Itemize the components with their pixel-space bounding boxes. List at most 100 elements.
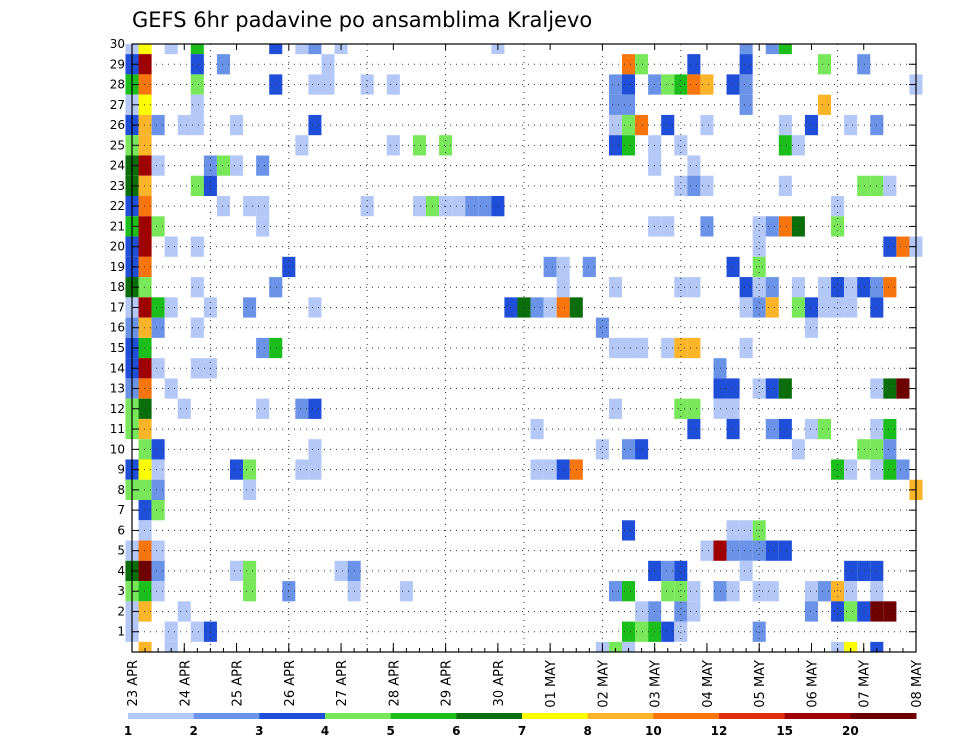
heatmap-cell (138, 114, 152, 136)
heatmap-cell (739, 540, 753, 561)
colorbar-swatch (522, 713, 589, 719)
heatmap-cell (687, 175, 701, 196)
heatmap-cell (752, 297, 766, 318)
colorbar-label: 10 (645, 724, 662, 738)
colorbar-label: 5 (386, 724, 394, 738)
heatmap-cell (674, 621, 688, 642)
heatmap-cell (700, 216, 714, 237)
heatmap-cell (844, 297, 858, 318)
heatmap-cell (661, 216, 675, 237)
heatmap-cell (308, 74, 322, 95)
heatmap-cell (530, 459, 544, 480)
heatmap-cell (844, 277, 858, 298)
heatmap-cell (635, 601, 649, 622)
heatmap-cell (700, 114, 714, 136)
heatmap-cell (190, 317, 204, 338)
heatmap-cell (608, 74, 622, 95)
heatmap-cell (269, 74, 283, 95)
heatmap-cell (386, 74, 400, 95)
heatmap-cell (543, 256, 557, 278)
colorbar-label: 4 (321, 724, 329, 738)
heatmap-cell (674, 601, 688, 622)
heatmap-cell (295, 44, 309, 55)
heatmap-cell (752, 540, 766, 561)
heatmap-cell (138, 581, 152, 602)
heatmap-cell (804, 297, 818, 318)
heatmap-cell (661, 74, 675, 95)
heatmap-cell (765, 378, 779, 399)
heatmap-cell (582, 256, 596, 278)
heatmap-cell (622, 54, 636, 75)
heatmap-cell (151, 216, 165, 237)
heatmap-cell (243, 196, 257, 217)
colorbar-label: 15 (776, 724, 793, 738)
heatmap-cell (151, 540, 165, 561)
colorbar-label: 3 (255, 724, 263, 738)
heatmap-cell (269, 44, 283, 55)
heatmap-cell (831, 581, 845, 602)
heatmap-cell (308, 459, 322, 480)
heatmap-cell (661, 621, 675, 642)
heatmap-cell (138, 641, 152, 652)
heatmap-cell (138, 297, 152, 318)
y-tick-label: 23 (110, 179, 125, 193)
chart-title: GEFS 6hr padavine po ansamblima Kraljevo (132, 8, 592, 32)
heatmap-cell (243, 479, 257, 500)
heatmap-cell (765, 297, 779, 318)
heatmap-cell (870, 641, 884, 652)
heatmap-cell (138, 479, 152, 500)
y-tick-label: 17 (110, 300, 125, 314)
heatmap-cell (765, 277, 779, 298)
heatmap-cell (151, 297, 165, 318)
heatmap-cell (138, 44, 152, 55)
y-tick-label: 20 (110, 240, 125, 254)
heatmap-cell (138, 378, 152, 399)
x-axis: 23 APR 24 APR 25 APR 26 APR 27 APR 28 APR 29 A… (126, 44, 925, 708)
y-tick-label: 15 (110, 341, 125, 355)
heatmap-cell (674, 337, 688, 359)
heatmap-cell (804, 114, 818, 136)
heatmap-cell (230, 155, 244, 176)
x-tick-label: 08 MAY (910, 660, 925, 708)
x-tick-label: 05 MAY (753, 660, 768, 708)
heatmap-cell (778, 175, 792, 196)
heatmap-cell (295, 398, 309, 419)
heatmap-cell (752, 581, 766, 602)
heatmap-cell (138, 236, 152, 257)
heatmap-cell (896, 378, 910, 399)
heatmap-cell (452, 196, 466, 217)
heatmap-cells (125, 44, 923, 652)
heatmap-cell (190, 358, 204, 379)
heatmap-cell (726, 540, 740, 561)
heatmap-cell (308, 297, 322, 318)
colorbar-label: 20 (842, 724, 859, 738)
heatmap-cell (818, 418, 832, 440)
y-tick-label: 22 (110, 199, 125, 213)
heatmap-cell (138, 560, 152, 582)
heatmap-cell (752, 216, 766, 237)
heatmap-cell (491, 196, 505, 217)
x-tick-label: 02 MAY (596, 660, 611, 708)
heatmap-cell (190, 621, 204, 642)
colorbar-swatch (325, 713, 392, 719)
heatmap-cell (831, 459, 845, 480)
heatmap-cell (138, 135, 152, 156)
heatmap-cell (778, 135, 792, 156)
heatmap-cell (778, 418, 792, 440)
heatmap-cell (778, 114, 792, 136)
heatmap-cell (608, 581, 622, 602)
heatmap-cell (818, 54, 832, 75)
heatmap-cell (412, 135, 426, 156)
y-tick-label: 4 (117, 564, 125, 578)
heatmap-cell (661, 560, 675, 582)
y-tick-label: 11 (110, 422, 125, 436)
heatmap-cell (857, 277, 871, 298)
heatmap-cell (216, 54, 230, 75)
heatmap-cell (635, 337, 649, 359)
heatmap-cell (831, 297, 845, 318)
colorbar-legend: 1 2 3 4 5 6 7 8 10 12 15 20 (124, 713, 917, 738)
heatmap-cell (530, 297, 544, 318)
heatmap-cell (857, 54, 871, 75)
heatmap-cell (308, 44, 322, 55)
